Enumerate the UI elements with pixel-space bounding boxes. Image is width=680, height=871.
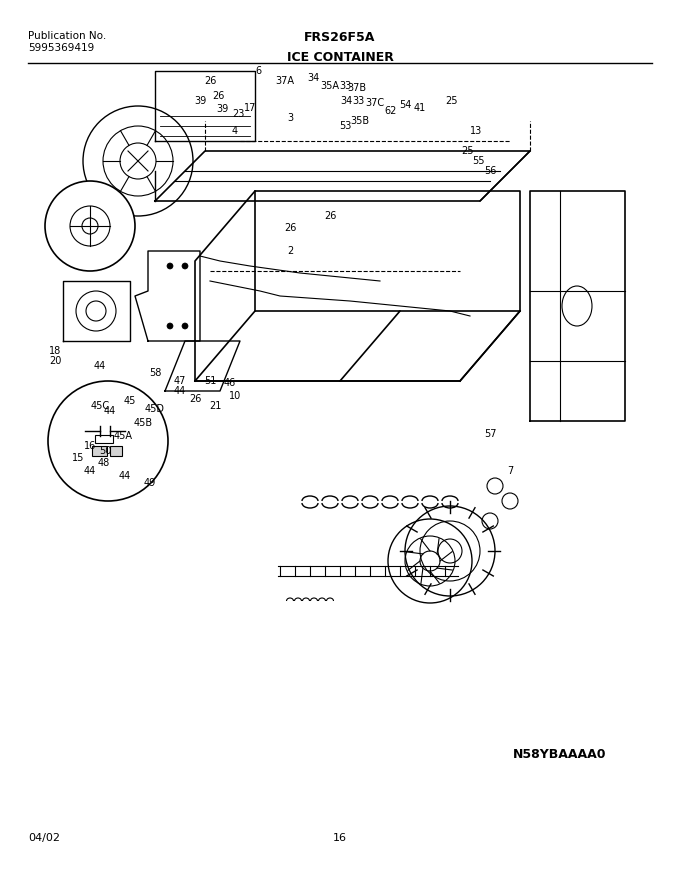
Text: 6: 6: [255, 66, 261, 76]
Text: 51: 51: [204, 376, 216, 386]
Text: 45B: 45B: [133, 418, 152, 428]
Text: 44: 44: [94, 361, 106, 371]
Text: 18: 18: [49, 346, 61, 356]
Text: 04/02: 04/02: [28, 833, 60, 843]
Text: 45A: 45A: [114, 431, 133, 441]
Text: 23: 23: [232, 109, 244, 119]
Text: 20: 20: [49, 356, 61, 366]
Text: 4: 4: [232, 126, 238, 136]
Text: 48: 48: [98, 458, 110, 468]
Bar: [92, 446, 107, 456]
Text: 25: 25: [462, 146, 474, 156]
Text: 5995369419: 5995369419: [28, 43, 95, 53]
Text: 39: 39: [216, 104, 228, 114]
Text: 17: 17: [244, 103, 256, 113]
Text: 44: 44: [84, 466, 96, 476]
Text: 44: 44: [174, 386, 186, 396]
Text: 21: 21: [209, 401, 221, 411]
Text: 54: 54: [398, 100, 411, 110]
Circle shape: [48, 381, 168, 501]
Circle shape: [167, 263, 173, 269]
Text: 7: 7: [507, 466, 513, 476]
Bar: [95, 435, 113, 443]
Text: 35A: 35A: [320, 81, 339, 91]
Text: 34: 34: [340, 96, 352, 106]
Text: 35B: 35B: [350, 116, 369, 126]
Text: 44: 44: [119, 471, 131, 481]
Text: Publication No.: Publication No.: [28, 31, 106, 41]
Bar: [110, 446, 122, 456]
Text: 57: 57: [483, 429, 496, 439]
Text: 13: 13: [470, 126, 482, 136]
Text: 45D: 45D: [145, 404, 165, 414]
Text: 41: 41: [414, 103, 426, 113]
Text: 50: 50: [99, 446, 112, 456]
Text: 26: 26: [324, 211, 336, 221]
Text: 44: 44: [104, 406, 116, 416]
Text: 25: 25: [446, 96, 458, 106]
Circle shape: [45, 181, 135, 271]
Text: 56: 56: [483, 166, 496, 176]
Text: 37B: 37B: [347, 83, 367, 93]
Text: 33: 33: [339, 81, 351, 91]
Text: N58YBAAAA0: N58YBAAAA0: [513, 748, 607, 761]
Text: 37A: 37A: [275, 76, 294, 86]
Text: 26: 26: [284, 223, 296, 233]
Text: 45C: 45C: [90, 401, 109, 411]
Text: 10: 10: [229, 391, 241, 401]
Text: 16: 16: [333, 833, 347, 843]
Text: 53: 53: [339, 121, 351, 131]
Text: 34: 34: [307, 73, 319, 83]
Text: 62: 62: [385, 106, 397, 116]
Circle shape: [167, 323, 173, 329]
Text: 26: 26: [211, 91, 224, 101]
Text: FRS26F5A: FRS26F5A: [305, 31, 375, 44]
Text: 47: 47: [174, 376, 186, 386]
Text: 15: 15: [72, 453, 84, 463]
Text: 45: 45: [124, 396, 136, 406]
Circle shape: [182, 263, 188, 269]
Text: 33: 33: [352, 96, 364, 106]
Text: 26: 26: [189, 394, 201, 404]
Text: 46: 46: [224, 378, 236, 388]
Text: 2: 2: [287, 246, 293, 256]
Circle shape: [182, 323, 188, 329]
Text: 39: 39: [194, 96, 206, 106]
Text: ICE CONTAINER: ICE CONTAINER: [286, 51, 394, 64]
Text: 26: 26: [204, 76, 216, 86]
Text: 37C: 37C: [365, 98, 385, 108]
Text: 55: 55: [472, 156, 484, 166]
Text: 49: 49: [144, 478, 156, 488]
Text: 3: 3: [287, 113, 293, 123]
Text: 16: 16: [84, 441, 96, 451]
Text: 58: 58: [149, 368, 161, 378]
